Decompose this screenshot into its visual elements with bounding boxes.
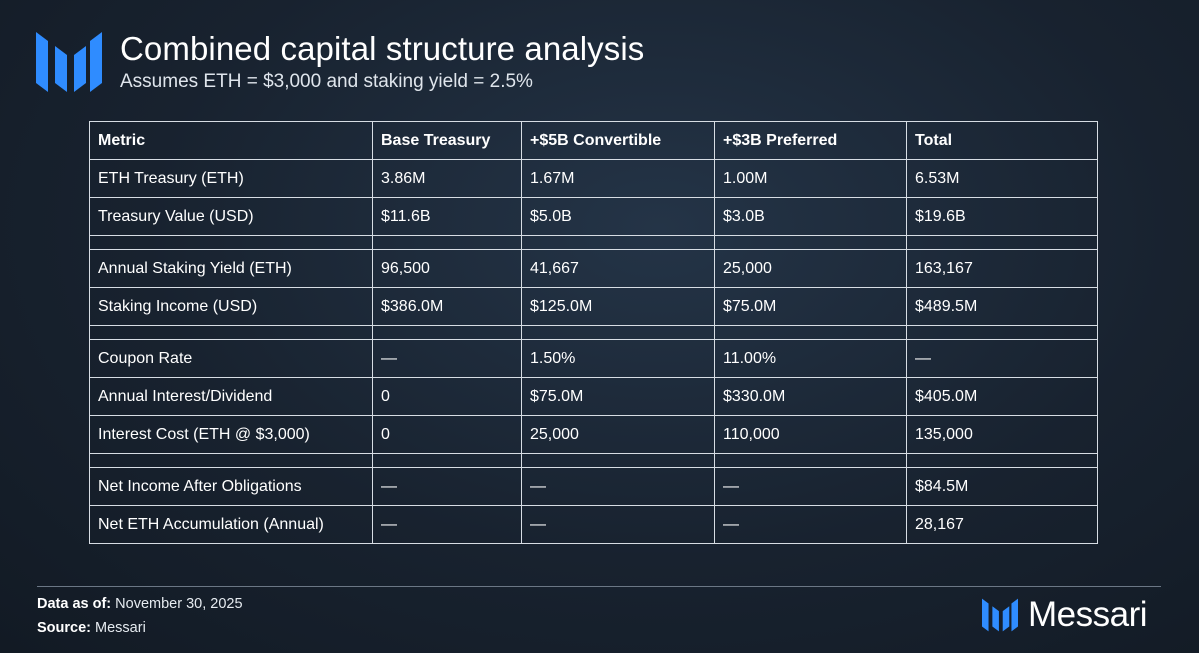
value-cell [521,453,715,468]
value-cell: $125.0M [521,287,715,326]
metric-cell [89,235,373,250]
value-cell: 0 [372,377,522,416]
value-cell [372,325,522,340]
metric-cell: Net Income After Obligations [89,467,373,506]
value-cell: 135,000 [906,415,1098,454]
value-cell: 41,667 [521,249,715,288]
value-cell: 1.00M [714,159,907,198]
table-row: Coupon Rate —1.50% 11.00% — [89,339,1098,378]
value-cell: — [372,467,522,506]
column-header: Total [906,121,1098,160]
value-cell: 110,000 [714,415,907,454]
value-cell: $11.6B [372,197,522,236]
metric-cell: Net ETH Accumulation (Annual) [89,505,373,544]
table-row: Interest Cost (ETH @ $3,000) 0 25,000 110,0… [89,415,1098,454]
value-cell [714,235,907,250]
table-row: Annual Staking Yield (ETH) 96,500 41,667 25… [89,249,1098,288]
spacer-row [89,325,1098,340]
value-cell [714,325,907,340]
value-cell [906,453,1098,468]
table-row: Net ETH Accumulation (Annual) — — —28,167 [89,505,1098,544]
value-cell: 1.50% [521,339,715,378]
metric-cell [89,325,373,340]
value-cell: $5.0B [521,197,715,236]
table-row: Treasury Value (USD) $11.6B $5.0B $3.0B $19.… [89,197,1098,236]
table-body: ETH Treasury (ETH) 3.86M 1.67M 1.00M 6.53M Tr… [89,159,1098,544]
value-cell [521,235,715,250]
brand-logo: Messari [982,595,1148,634]
value-cell: $75.0M [714,287,907,326]
value-cell: $386.0M [372,287,522,326]
value-cell: $330.0M [714,377,907,416]
value-cell: 96,500 [372,249,522,288]
brand-name: Messari [1028,595,1148,634]
column-header: +$5B Convertible [521,121,715,160]
data-source: Source: Messari [37,620,146,636]
value-cell: $84.5M [906,467,1098,506]
value-cell: 3.86M [372,159,522,198]
column-header: Metric [89,121,373,160]
table-header-row: Metric Base Treasury +$5B Convertible +$… [89,121,1098,160]
value-cell: 25,000 [521,415,715,454]
table-row: Net Income After Obligations — — — $84.5M [89,467,1098,506]
value-cell: 163,167 [906,249,1098,288]
value-cell [372,235,522,250]
value-cell: 6.53M [906,159,1098,198]
source-label: Source: [37,620,91,636]
value-cell: $19.6B [906,197,1098,236]
table-row: ETH Treasury (ETH) 3.86M 1.67M 1.00M 6.53M [89,159,1098,198]
value-cell: 28,167 [906,505,1098,544]
value-cell: $3.0B [714,197,907,236]
value-cell: — [521,505,715,544]
value-cell [372,453,522,468]
capital-structure-table: Metric Base Treasury +$5B Convertible +$… [89,121,1098,544]
table-row: Annual Interest/Dividend 0 $75.0M $330.0M $4… [89,377,1098,416]
metric-cell: Treasury Value (USD) [89,197,373,236]
value-cell: — [372,505,522,544]
value-cell: — [714,505,907,544]
value-cell: $405.0M [906,377,1098,416]
value-cell: 0 [372,415,522,454]
metric-cell: Staking Income (USD) [89,287,373,326]
messari-logo-icon [36,32,102,92]
spacer-row [89,453,1098,468]
metric-cell [89,453,373,468]
value-cell: — [906,339,1098,378]
date-label: Data as of: [37,596,112,612]
spacer-row [89,235,1098,250]
value-cell: $75.0M [521,377,715,416]
value-cell [906,325,1098,340]
footer-divider [37,586,1161,587]
value-cell: 25,000 [714,249,907,288]
column-header: +$3B Preferred [714,121,907,160]
value-cell: $489.5M [906,287,1098,326]
metric-cell: Coupon Rate [89,339,373,378]
data-date: Data as of: November 30, 2025 [37,596,243,612]
value-cell: 11.00% [714,339,907,378]
metric-cell: Interest Cost (ETH @ $3,000) [89,415,373,454]
metric-cell: ETH Treasury (ETH) [89,159,373,198]
value-cell [714,453,907,468]
column-header: Base Treasury [372,121,522,160]
source-value: Messari [95,620,146,636]
value-cell [521,325,715,340]
value-cell: — [714,467,907,506]
value-cell: — [521,467,715,506]
table-row: Staking Income (USD) $386.0M $125.0M $75.0M… [89,287,1098,326]
value-cell: 1.67M [521,159,715,198]
metric-cell: Annual Staking Yield (ETH) [89,249,373,288]
date-value: November 30, 2025 [115,596,243,612]
page-subtitle: Assumes ETH = $3,000 and staking yield =… [120,71,533,92]
metric-cell: Annual Interest/Dividend [89,377,373,416]
value-cell [906,235,1098,250]
value-cell: — [372,339,522,378]
page-title: Combined capital structure analysis [120,30,645,67]
messari-logo-icon [982,598,1018,632]
